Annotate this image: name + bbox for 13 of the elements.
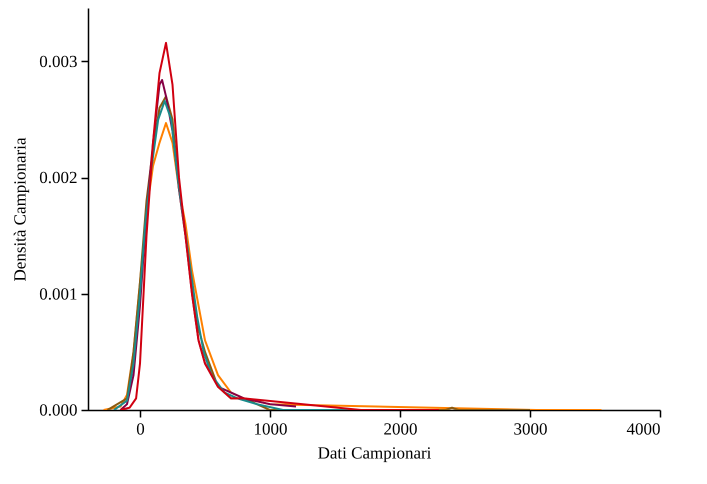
x-tick-label: 2000	[384, 420, 418, 438]
line-series	[120, 42, 440, 410]
line-series	[113, 100, 349, 410]
y-tick-label: 0.003	[39, 52, 78, 71]
x-tick-label: 4000	[626, 420, 660, 438]
y-tick-label: 0.000	[39, 400, 78, 420]
y-tick-label: 0.002	[39, 168, 78, 188]
x-tick-label: 3000	[514, 420, 548, 438]
x-tick-label: 0	[136, 420, 145, 438]
x-axis-title: Dati Campionari	[318, 444, 432, 462]
y-tick-label: 0.001	[39, 284, 78, 304]
y-axis-title: Densità Campionaria	[10, 137, 30, 282]
x-tick-label: 1000	[254, 420, 288, 438]
